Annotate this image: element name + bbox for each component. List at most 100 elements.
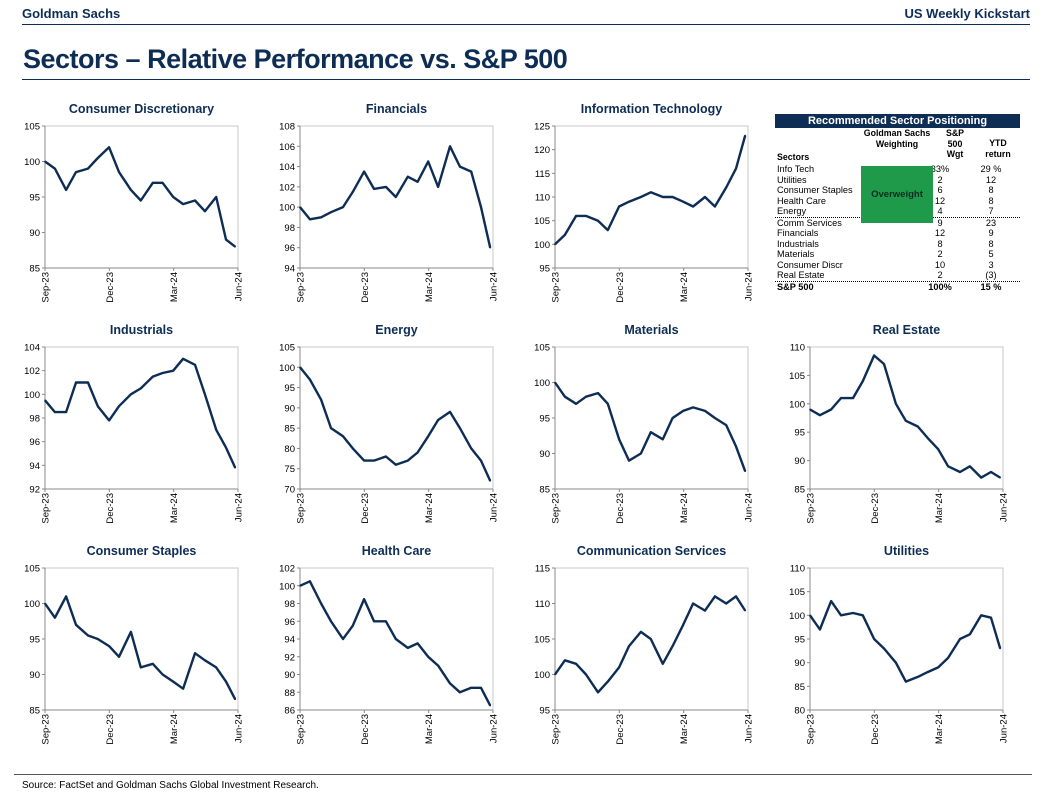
y-tick-label: 80	[284, 444, 295, 455]
data-point	[225, 446, 227, 449]
chart-title: Materials	[624, 323, 678, 337]
x-tick-label: Sep-23	[41, 272, 52, 303]
data-point	[959, 638, 961, 640]
data-point	[449, 411, 451, 413]
data-point	[151, 663, 154, 665]
data-point	[947, 657, 949, 659]
data-point	[75, 171, 77, 173]
y-tick-label: 95	[539, 414, 550, 425]
data-point	[75, 624, 77, 626]
data-point	[692, 406, 694, 409]
x-tick-label: Jun-24	[744, 272, 755, 301]
x-tick-label: Dec-23	[615, 493, 626, 524]
y-tick-label: 90	[284, 670, 295, 681]
data-point	[714, 205, 716, 208]
x-tick-label: Jun-24	[234, 493, 245, 522]
data-point	[459, 427, 461, 429]
data-point	[373, 188, 375, 190]
data-point	[999, 647, 1001, 650]
x-tick-label: Dec-23	[615, 714, 626, 745]
data-point	[118, 405, 120, 407]
data-point	[130, 393, 132, 396]
data-point	[342, 206, 344, 208]
data-point	[406, 459, 409, 462]
table-header-row: Sectors Goldman Sachs Weighting S&P 500 …	[775, 128, 1020, 164]
data-point	[363, 170, 365, 173]
data-point	[54, 411, 56, 413]
data-point	[926, 671, 929, 673]
data-point	[44, 602, 46, 605]
data-point	[320, 602, 322, 605]
data-point	[883, 363, 885, 365]
series-line	[299, 366, 492, 482]
data-point	[385, 186, 387, 188]
data-point	[873, 354, 875, 357]
series-line	[809, 599, 1002, 683]
data-point	[969, 465, 971, 468]
x-tick-label: Dec-23	[360, 714, 371, 745]
data-point	[628, 645, 630, 647]
series-line	[554, 135, 747, 246]
y-tick-label: 95	[794, 635, 805, 646]
sp500-weight: 9	[937, 217, 943, 228]
data-point	[65, 411, 67, 413]
data-point	[564, 234, 566, 236]
y-tick-label: 95	[29, 193, 40, 204]
data-point	[607, 680, 609, 683]
sector-name: Industrials	[777, 238, 819, 249]
data-point	[172, 369, 174, 372]
table-row: Health Care 12 8	[775, 196, 1020, 207]
x-tick-label: Jun-24	[234, 714, 245, 743]
y-tick-label: 110	[790, 343, 805, 354]
data-point	[682, 624, 684, 626]
data-point	[97, 157, 99, 159]
ytd-return: 15 %	[980, 281, 1002, 292]
ytd-return: 7	[988, 206, 994, 216]
sector-name: Real Estate	[777, 270, 825, 280]
data-point	[649, 431, 652, 433]
y-tick-label: 106	[279, 142, 295, 153]
y-tick-label: 100	[534, 240, 550, 251]
data-point	[97, 638, 99, 640]
y-tick-label: 100	[534, 378, 550, 389]
series-line	[809, 354, 1001, 479]
x-tick-label: Mar-24	[424, 493, 435, 523]
y-tick-label: 98	[29, 414, 40, 425]
data-point	[809, 408, 811, 411]
data-point	[649, 638, 652, 640]
x-tick-label: Mar-24	[679, 714, 690, 744]
ytd-return: 23	[985, 217, 997, 228]
table-row: Real Estate 2 (3)	[775, 270, 1020, 282]
x-tick-label: Jun-24	[489, 493, 500, 522]
data-point	[108, 146, 110, 149]
data-point	[607, 403, 609, 405]
x-tick-label: Dec-23	[105, 272, 116, 303]
data-point	[330, 427, 332, 429]
data-point	[564, 659, 566, 662]
data-point	[87, 634, 89, 637]
data-point	[151, 375, 154, 378]
data-point	[363, 459, 365, 462]
data-point	[352, 624, 354, 627]
y-tick-label: 100	[279, 203, 295, 214]
chart-title: Information Technology	[581, 102, 722, 116]
data-point	[470, 170, 472, 173]
data-point	[714, 417, 716, 419]
y-tick-label: 95	[29, 635, 40, 646]
chart-consumer-discretionary: Consumer Discretionary 85 90 95 100 105 Sep-23…	[20, 98, 275, 318]
data-point	[215, 196, 217, 198]
data-point	[671, 645, 674, 647]
y-tick-label: 94	[284, 264, 295, 275]
chart-consumer-staples: Consumer Staples 85 90 95 100 105 Sep-23 Dec-23…	[20, 540, 275, 760]
data-point	[406, 175, 409, 178]
x-tick-label: Sep-23	[41, 493, 52, 524]
title-rule	[22, 79, 1030, 80]
data-point	[449, 145, 451, 148]
overweight-block: Overweight	[861, 166, 933, 223]
sp500-weight: 12	[934, 195, 946, 206]
data-point	[342, 435, 344, 438]
table-row: Consumer Discr 10 3	[775, 260, 1020, 271]
y-tick-label: 100	[279, 581, 295, 592]
data-point	[862, 614, 864, 617]
x-tick-label: Dec-23	[105, 493, 116, 524]
